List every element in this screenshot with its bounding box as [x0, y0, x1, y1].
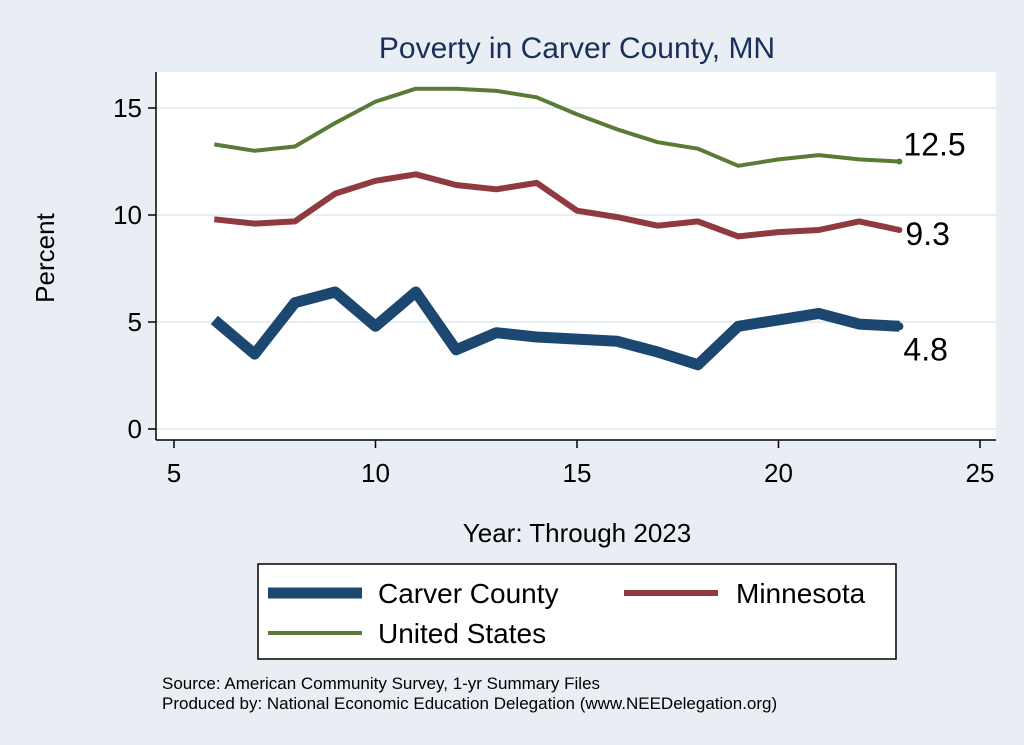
x-tick-label: 20 [764, 458, 793, 488]
x-tick-label: 5 [167, 458, 181, 488]
y-tick-label: 0 [128, 414, 142, 444]
series-end-point [896, 226, 903, 233]
y-tick-label: 15 [113, 93, 142, 123]
legend-box [257, 563, 897, 660]
series-end-point [895, 322, 904, 331]
y-tick-label: 5 [128, 307, 142, 337]
x-tick-label: 15 [563, 458, 592, 488]
series-line-minnesota [213, 171, 901, 240]
y-axis-label: Percent [30, 212, 60, 302]
series-line-carver-county [210, 286, 900, 371]
x-axis-label: Year: Through 2023 [463, 518, 691, 548]
series-line-united-states [213, 86, 900, 168]
end-value-label: 4.8 [903, 331, 947, 367]
end-labels: 4.8 9.3 12.5 [903, 127, 965, 368]
source-note: Source: American Community Survey, 1-yr … [162, 674, 600, 693]
plot-area [156, 72, 996, 440]
end-value-label: 12.5 [903, 127, 965, 163]
legend-label-us: United States [378, 618, 546, 649]
producer-note: Produced by: National Economic Education… [162, 694, 777, 713]
series-end-point [896, 158, 903, 165]
legend-label-carver: Carver County [378, 578, 559, 609]
chart-title: Poverty in Carver County, MN [379, 32, 775, 65]
legend-label-minnesota: Minnesota [736, 578, 866, 609]
end-value-label: 9.3 [905, 216, 949, 252]
y-tick-label: 10 [113, 200, 142, 230]
x-tick-label: 25 [966, 458, 995, 488]
x-tick-label: 10 [361, 458, 390, 488]
series-layer [210, 86, 904, 371]
